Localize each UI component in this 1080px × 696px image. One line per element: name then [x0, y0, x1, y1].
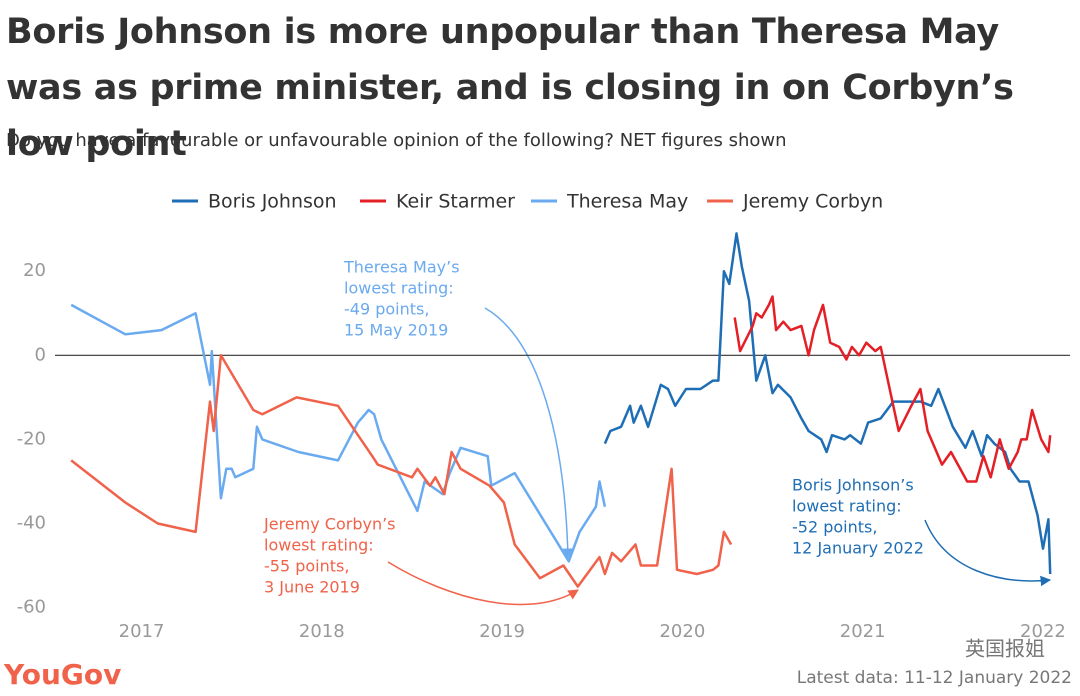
annotation: 15 May 2019	[344, 321, 448, 340]
chart-subtitle: Do you have a favourable or unfavourable…	[6, 130, 787, 151]
legend-label: Jeremy Corbyn	[742, 191, 883, 213]
y-tick-label: -60	[17, 597, 46, 618]
annotation: lowest rating:	[264, 536, 374, 555]
x-tick-label: 2018	[299, 621, 345, 642]
x-tick-label: 2021	[840, 621, 886, 642]
legend-label: Theresa May	[566, 191, 688, 213]
y-tick-label: -40	[17, 513, 46, 534]
annotation-arrow	[387, 561, 579, 606]
logo: YouGov	[3, 658, 121, 691]
annotation: 3 June 2019	[264, 578, 360, 597]
annotation: Boris Johnson’s	[792, 476, 914, 495]
legend-label: Boris Johnson	[208, 191, 337, 213]
series-line	[70, 354, 733, 588]
series-line	[70, 303, 607, 563]
annotation: 12 January 2022	[792, 539, 924, 558]
y-tick-label: -20	[17, 428, 46, 449]
series-line	[733, 295, 1052, 483]
legend-label: Keir Starmer	[396, 191, 515, 213]
chart-title: Boris Johnson is more unpopular than The…	[6, 12, 1014, 164]
watermark: 英国报姐	[965, 637, 1045, 661]
x-tick-label: 2020	[659, 621, 705, 642]
annotation: lowest rating:	[792, 497, 902, 516]
annotation-arrow	[484, 307, 574, 560]
annotation: Theresa May’s	[343, 258, 460, 277]
annotation: Jeremy Corbyn’s	[263, 515, 396, 534]
x-tick-label: 2022	[1020, 621, 1066, 642]
x-tick-label: 2019	[479, 621, 525, 642]
y-tick-label: 20	[23, 260, 46, 281]
annotation: -49 points,	[344, 300, 429, 319]
x-tick-label: 2017	[119, 621, 165, 642]
y-tick-label: 0	[35, 344, 46, 365]
source-note: Latest data: 11-12 January 2022	[797, 668, 1072, 688]
annotation-arrow	[924, 519, 1052, 587]
series-line	[603, 232, 1052, 575]
annotation: -55 points,	[264, 557, 349, 576]
annotation: -52 points,	[792, 518, 877, 537]
annotation: lowest rating:	[344, 279, 454, 298]
